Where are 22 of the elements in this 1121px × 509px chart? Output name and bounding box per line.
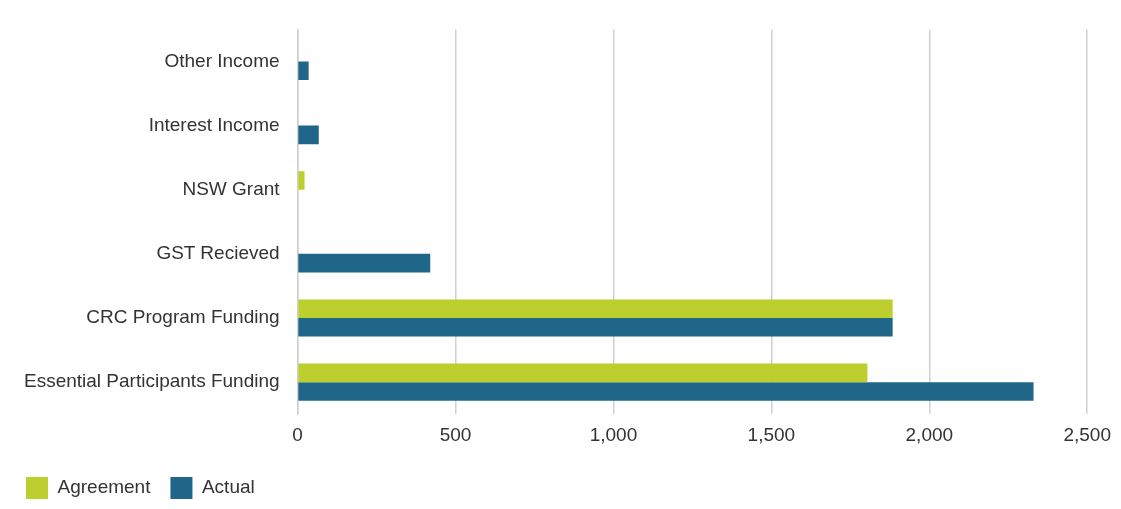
x-tick-label: 2,500 <box>1063 423 1111 445</box>
bar <box>298 299 893 318</box>
bar <box>298 382 1034 401</box>
y-tick-label: Other Income <box>164 49 280 71</box>
x-tick-label: 1,500 <box>747 423 796 445</box>
bar <box>298 61 309 81</box>
y-tick-label: GST Recieved <box>156 242 280 264</box>
x-tick-label: 500 <box>439 423 472 445</box>
bar <box>298 253 431 273</box>
bar <box>298 171 305 190</box>
y-tick-label: CRC Program Funding <box>86 306 280 328</box>
legend-label: Actual <box>201 476 255 498</box>
x-tick-label: 0 <box>292 423 303 445</box>
x-tick-label: 2,000 <box>905 423 954 445</box>
bar <box>298 318 893 337</box>
y-tick-label: Interest Income <box>148 113 280 135</box>
x-tick-label: 1,000 <box>589 423 638 445</box>
bar <box>298 125 319 145</box>
y-tick-label: NSW Grant <box>182 177 281 199</box>
bar <box>298 363 868 383</box>
legend-label: Agreement <box>57 476 152 498</box>
y-tick-label: Essential Participants Funding <box>23 370 280 392</box>
